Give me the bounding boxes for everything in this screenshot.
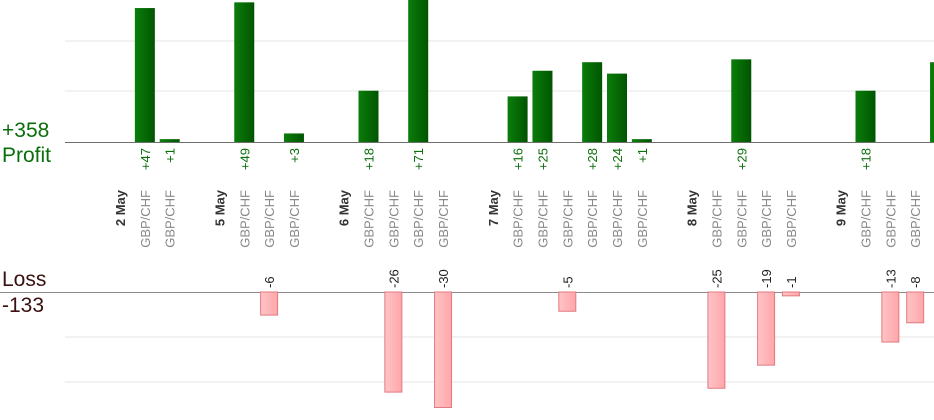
loss-total: -133 [2,294,45,317]
profit-value-label: +1 [635,148,650,163]
pair-tick-label: GBP/CHF [784,190,799,248]
pair-tick-label: GBP/CHF [163,190,178,248]
loss-value-label: -5 [560,276,575,288]
profit-value-label: +1 [163,148,178,163]
pair-tick-label: GBP/CHF [635,190,650,248]
pair-tick-label: GBP/CHF [585,190,600,248]
profit-bar [507,96,528,142]
loss-value-label: -8 [908,276,923,288]
pair-tick-label: GBP/CHF [237,190,252,248]
pair-tick-label: GBP/CHF [362,190,377,248]
pair-tick-label: GBP/CHF [610,190,625,248]
profit-bar [283,133,304,142]
pair-tick-label: GBP/CHF [908,190,923,248]
loss-value-label: -6 [262,276,277,288]
profit-value-label: +16 [511,148,526,170]
pair-tick-label: GBP/CHF [709,190,724,248]
pair-tick-label: GBP/CHF [560,190,575,248]
date-tick-label: 6 May [337,189,352,226]
profit-value-label: +49 [237,148,252,170]
profit-bar [408,0,429,142]
profit-value-label: +18 [362,148,377,170]
pair-tick-label: GBP/CHF [535,190,550,248]
date-tick-label: 2 May [113,189,128,226]
loss-bar [434,291,453,408]
pair-tick-label: GBP/CHF [511,190,526,248]
loss-bar [558,291,577,312]
loss-value-label: -26 [386,269,401,288]
profit-bar [930,62,934,143]
pair-tick-label: GBP/CHF [287,190,302,248]
date-tick-label: 5 May [212,189,227,226]
loss-bar [757,291,776,366]
pair-tick-label: GBP/CHF [883,190,898,248]
profit-bar [631,139,652,142]
profit-label: Profit [2,144,52,167]
loss-bar [781,291,800,297]
loss-label: Loss [2,268,47,291]
profit-bar [731,59,752,142]
pair-tick-label: GBP/CHF [138,190,153,248]
profit-value-label: +24 [610,148,625,170]
bars [134,0,934,408]
profit-value-label: +47 [138,148,153,170]
loss-bar [906,291,925,324]
loss-value-label: -19 [759,269,774,288]
loss-value-label: -30 [436,269,451,288]
pair-tick-label: GBP/CHF [436,190,451,248]
pair-tick-label: GBP/CHF [411,190,426,248]
profit-value-label: +28 [585,148,600,170]
profit-bar [582,62,603,143]
profit-bar [234,2,255,142]
profit-bar [532,70,553,142]
loss-value-label: -25 [709,269,724,288]
loss-bar [707,291,726,389]
profit-bar [607,73,627,142]
date-tick-label: 9 May [834,189,849,226]
loss-bar [260,291,279,316]
date-tick-label: 8 May [685,189,700,226]
labels: 2 May GBP/CHF +47 GBP/CHF +1 5 May GBP/CHF +49 G… [113,148,934,288]
profit-bar [134,8,155,142]
profit-bar [159,139,180,142]
profit-value-label: +25 [535,148,550,170]
pair-tick-label: GBP/CHF [859,190,874,248]
axis-lines [0,142,934,293]
date-tick-label: 7 May [486,189,501,226]
loss-value-label: -13 [883,269,898,288]
profit-value-label: +18 [859,148,874,170]
gridlines [65,40,934,383]
profit-value-label: +71 [411,148,426,170]
profit-value-label: +29 [734,148,749,170]
pair-tick-label: GBP/CHF [386,190,401,248]
pair-tick-label: GBP/CHF [262,190,277,248]
pair-tick-label: GBP/CHF [759,190,774,248]
profit-total: +358 [2,119,50,142]
loss-value-label: -1 [784,276,799,288]
profit-value-label: +3 [287,148,302,163]
profit-bar [358,90,379,142]
profit-bar [855,90,876,142]
pair-tick-label: GBP/CHF [734,190,749,248]
loss-bar [384,291,403,393]
loss-bar [881,291,900,343]
